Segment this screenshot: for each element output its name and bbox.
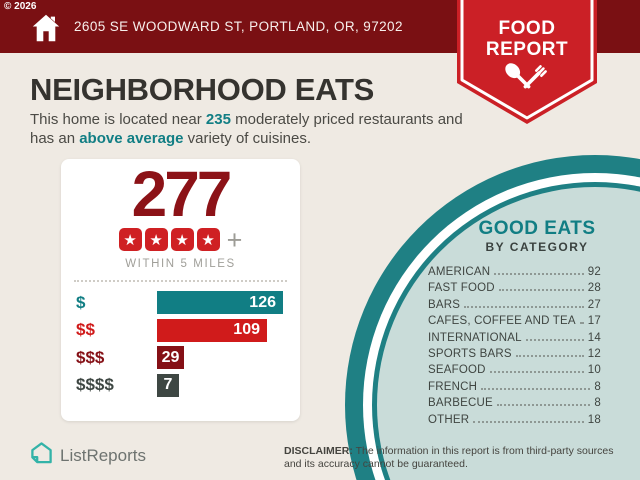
category-value: 18 (587, 413, 601, 426)
dotted-leader (473, 420, 584, 423)
star-icon: ★ (144, 228, 168, 251)
price-bar-row: $$$$ 7 (76, 373, 300, 397)
star-rating: ★ ★ ★ ★ + (61, 224, 300, 255)
copyright-text: © 2026 (4, 1, 37, 12)
badge-line2: REPORT (485, 39, 569, 60)
ribbon-shape (457, 0, 597, 124)
price-bar-row: $$ 109 (76, 318, 300, 342)
category-label: CAFES, COFFEE AND TEA (428, 315, 576, 328)
category-label: OTHER (428, 413, 470, 426)
category-value: 8 (594, 380, 601, 393)
category-list: AMERICAN 92 FAST FOOD 28 BARS 27 CAFES, COFFEE… (428, 266, 601, 430)
dotted-leader (481, 387, 591, 390)
dotted-leader (525, 338, 584, 341)
category-label: AMERICAN (428, 266, 491, 278)
category-row: BARS 27 (428, 299, 601, 315)
brand-name: ListReports (60, 445, 146, 465)
category-value: 28 (587, 282, 601, 295)
category-label: SPORTS BARS (428, 347, 512, 360)
intro-text: This home is located near 235 moderately… (30, 110, 470, 148)
price-bar-row: $126 (76, 291, 300, 314)
intro-post: variety of cuisines. (183, 130, 312, 147)
price-tier-bar: 126 (157, 291, 283, 314)
disclaimer-label: DISCLAIMER: (284, 445, 353, 457)
category-label: FAST FOOD (428, 282, 495, 295)
price-tier-bar: 7 (157, 373, 179, 397)
price-tier-bar: 109 (157, 318, 267, 342)
category-label: INTERNATIONAL (428, 331, 522, 344)
category-row: AMERICAN 92 (428, 266, 601, 282)
listreports-logo-icon (30, 441, 53, 470)
radius-caption: WITHIN 5 MILES (125, 258, 236, 270)
dotted-leader (494, 273, 584, 275)
price-tier-label: $$$$ (76, 375, 114, 394)
category-value: 14 (587, 331, 601, 344)
category-value: 17 (587, 315, 601, 328)
plus-sign: + (226, 224, 243, 255)
price-tier-label: $$$ (76, 347, 105, 367)
dotted-leader (496, 404, 591, 407)
dotted-leader (489, 371, 584, 374)
star-icon: ★ (196, 228, 220, 251)
intro-pre: This home is located near (30, 111, 206, 128)
category-row: CAFES, COFFEE AND TEA 17 (428, 315, 601, 331)
category-label: BARBECUE (428, 397, 493, 410)
price-tier-label: $ (76, 292, 86, 312)
category-label: FRENCH (428, 380, 478, 393)
category-row: SEAFOOD 10 (428, 364, 601, 380)
dotted-leader (515, 354, 584, 357)
price-tier-bar-chart: $126 $$ 109 $$$ 29 $$$$ 7 (76, 291, 300, 397)
category-label: BARS (428, 298, 461, 311)
category-value: 92 (587, 266, 601, 278)
category-value: 8 (594, 397, 601, 410)
category-row: FRENCH 8 (428, 381, 601, 397)
disclaimer-body: The information in this report is from t… (284, 445, 614, 470)
star-icon: ★ (170, 228, 194, 251)
crossed-spoon-fork-icon (504, 62, 550, 109)
listreports-brand: ListReports (30, 441, 146, 470)
category-label: SEAFOOD (428, 364, 486, 377)
dotted-leader (498, 289, 584, 292)
price-bar-row: $$$ 29 (76, 346, 300, 369)
category-row: INTERNATIONAL 14 (428, 332, 601, 348)
category-value: 27 (587, 298, 601, 311)
disclaimer-text: DISCLAIMER: The information in this repo… (284, 445, 616, 470)
category-row: BARBECUE 8 (428, 397, 601, 413)
good-eats-title: GOOD EATS (478, 218, 596, 239)
badge-line1: FOOD (498, 18, 556, 39)
price-tier-label: $$ (76, 320, 95, 339)
restaurant-count: 235 (205, 111, 231, 128)
star-icon: ★ (118, 228, 142, 251)
page-title: NEIGHBORHOOD EATS (30, 72, 374, 107)
house-icon (28, 10, 64, 51)
category-value: 12 (587, 347, 601, 360)
badge-title: FOOD REPORT (457, 18, 597, 60)
restaurant-stat-card: 277 ★ ★ ★ ★ + WITHIN 5 MILES $126 $$ 109 $$$ 29 $… (61, 159, 300, 421)
category-row: SPORTS BARS 12 (428, 348, 601, 364)
variety-highlight: above average (79, 130, 184, 147)
dotted-divider (74, 280, 287, 282)
food-report-badge: FOOD REPORT (457, 0, 597, 124)
dotted-leader (579, 322, 584, 325)
intro-mid2: has an (30, 130, 80, 147)
good-eats-subtitle: BY CATEGORY (485, 240, 589, 254)
total-restaurants: 277 (131, 158, 233, 230)
dotted-leader (464, 305, 584, 308)
category-row: FAST FOOD 28 (428, 282, 601, 298)
category-row: OTHER 18 (428, 414, 601, 430)
property-address: 2605 SE WOODWARD ST, PORTLAND, OR, 97202 (74, 19, 403, 34)
category-value: 10 (587, 364, 601, 377)
price-tier-bar: 29 (157, 346, 184, 369)
intro-mid1: moderately priced restaurants and (230, 111, 463, 128)
